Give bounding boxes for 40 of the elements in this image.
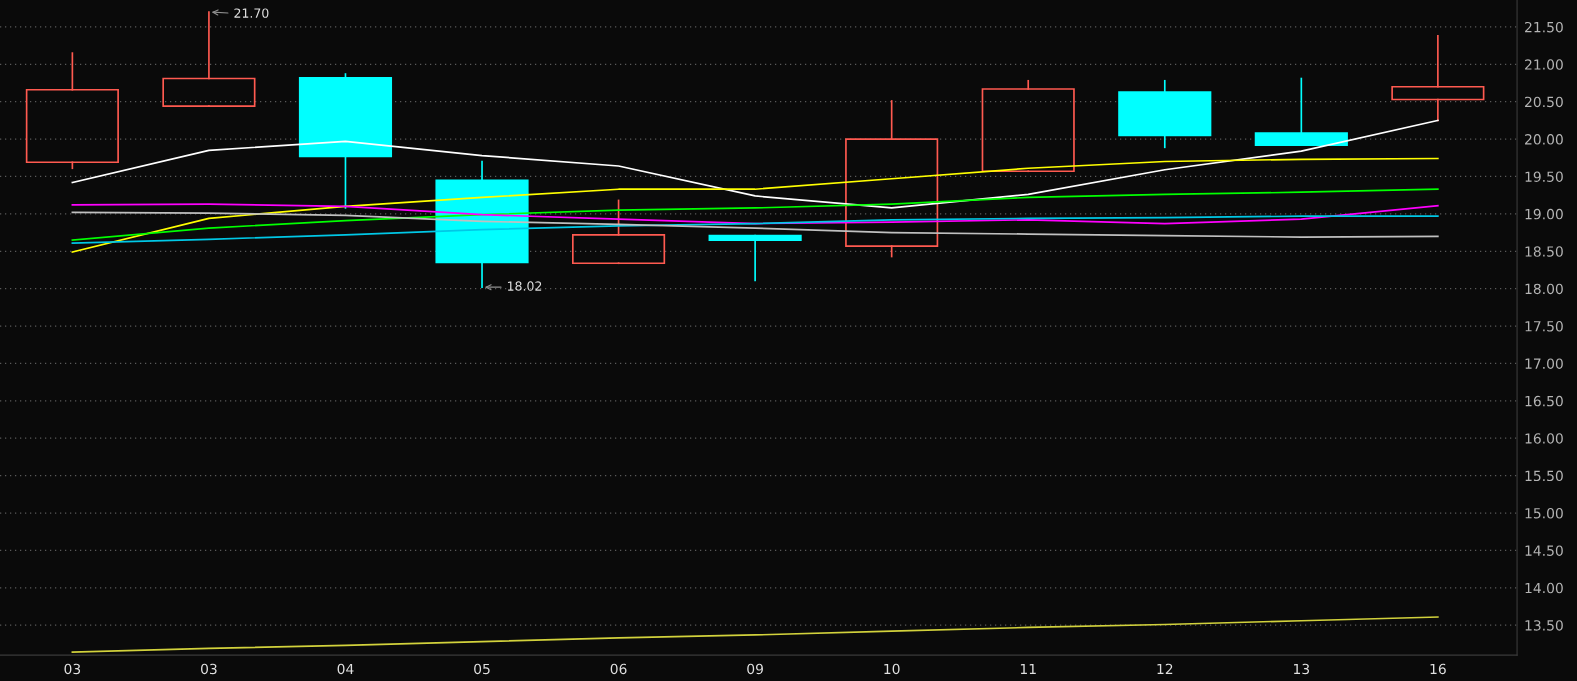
x-tick-label: 04 [337, 663, 354, 675]
x-tick-label: 03 [64, 663, 81, 675]
y-tick-label: 15.00 [1525, 508, 1563, 519]
y-tick-label: 20.00 [1525, 134, 1563, 145]
y-tick-label: 19.50 [1525, 171, 1563, 182]
line-series [71, 616, 1439, 653]
line-series [71, 211, 1439, 238]
y-tick-label: 19.00 [1525, 208, 1563, 220]
candlestick [1391, 35, 1485, 122]
x-tick-label: 09 [747, 663, 763, 675]
y-tick-label: 20.50 [1525, 96, 1563, 108]
line-series [71, 203, 1439, 225]
x-tick-label: 03 [201, 663, 217, 675]
y-tick-label: 14.50 [1525, 545, 1563, 556]
y-tick-label: 18.50 [1525, 246, 1563, 257]
y-tick-label: 21.50 [1525, 21, 1563, 33]
candlestick [1118, 79, 1212, 149]
y-tick-label: 16.50 [1525, 395, 1563, 407]
line-series [71, 188, 1439, 241]
line-series [71, 157, 1439, 253]
x-tick-label: 16 [1430, 663, 1446, 675]
x-tick-label: 12 [1157, 663, 1173, 675]
line-series [71, 119, 1439, 209]
annotation: 18.02 [507, 281, 542, 291]
candlestick [845, 100, 939, 258]
y-tick-label: 18.00 [1525, 283, 1563, 295]
x-tick-label: 06 [610, 663, 627, 675]
y-tick-label: 14.00 [1525, 582, 1563, 594]
x-tick-label: 11 [1020, 663, 1036, 675]
y-tick-label: 13.50 [1525, 620, 1563, 631]
x-tick-label: 10 [884, 663, 900, 675]
line-series [71, 215, 1439, 244]
y-tick-label: 16.00 [1525, 433, 1563, 444]
y-tick-label: 17.50 [1525, 321, 1563, 332]
y-tick-label: 21.00 [1525, 59, 1563, 70]
y-tick-label: 15.50 [1525, 470, 1563, 482]
x-tick-label: 13 [1294, 663, 1310, 675]
annotation: 21.70 [234, 8, 269, 18]
y-tick-label: 17.00 [1525, 358, 1563, 369]
x-tick-label: 05 [474, 663, 490, 675]
